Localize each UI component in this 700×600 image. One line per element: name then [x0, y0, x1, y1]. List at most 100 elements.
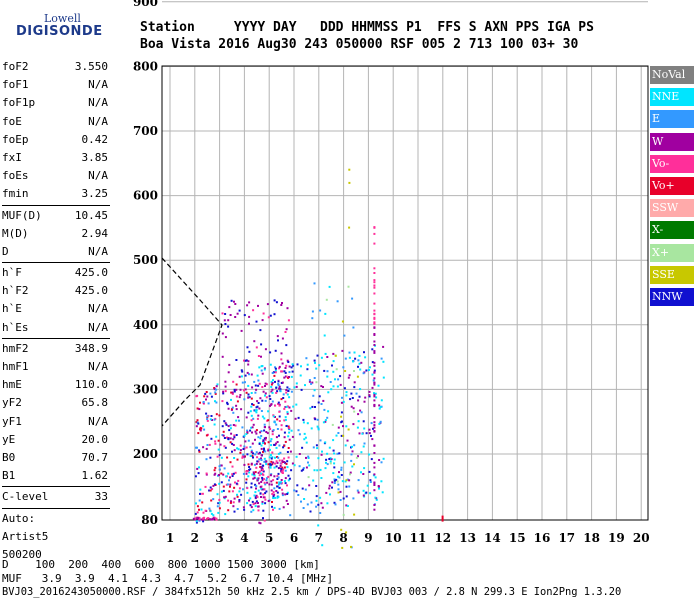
echo-point: [224, 390, 227, 393]
echo-point: [250, 482, 253, 485]
echo-point: [270, 385, 273, 388]
echo-point: [322, 399, 325, 402]
echo-point: [233, 300, 235, 303]
echo-point: [268, 395, 271, 398]
param-name: foF1: [2, 78, 29, 92]
echo-point: [368, 390, 371, 393]
echo-point: [288, 376, 290, 378]
echo-point: [285, 375, 288, 378]
echo-point: [223, 467, 226, 470]
echo-point: [349, 398, 352, 401]
echo-point: [373, 316, 376, 319]
echo-point: [359, 409, 362, 412]
echo-point: [273, 313, 276, 316]
echo-point: [348, 356, 351, 359]
param-name: foEp: [2, 132, 29, 146]
echo-point: [269, 465, 272, 468]
echo-point: [243, 434, 246, 437]
echo-point: [250, 451, 253, 454]
echo-point: [283, 370, 286, 373]
logo-digisonde-text: DIGISONDE: [16, 24, 103, 39]
echo-point: [336, 452, 339, 455]
echo-point: [303, 432, 306, 435]
echo-point: [232, 380, 235, 383]
echo-point: [298, 465, 301, 468]
echo-point: [328, 446, 331, 449]
echo-point: [373, 381, 376, 384]
echo-point: [197, 432, 200, 435]
echo-point: [308, 379, 311, 382]
echo-point: [339, 490, 342, 493]
echo-point: [368, 395, 371, 398]
echo-point: [205, 458, 208, 461]
echo-point: [225, 423, 228, 426]
param-value: 425.0: [74, 266, 108, 280]
x-tick-label: 6: [290, 531, 298, 545]
echo-point: [243, 445, 246, 448]
echo-point: [295, 403, 298, 406]
echo-point: [267, 500, 270, 502]
echo-point: [251, 454, 254, 457]
echo-point: [326, 452, 329, 455]
echo-point: [278, 459, 281, 462]
echo-point: [363, 442, 366, 445]
echo-point: [287, 435, 290, 438]
echo-point: [258, 382, 261, 385]
echo-point: [249, 468, 252, 471]
echo-point: [257, 502, 259, 504]
echo-point: [341, 320, 344, 323]
echo-point: [331, 486, 333, 489]
legend: NoVal NNE E W Vo- Vo+ SSW X- X+ SSE NNW: [650, 66, 694, 310]
echo-point: [255, 320, 258, 323]
echo-point: [226, 436, 228, 439]
echo-point: [275, 481, 278, 484]
echo-point: [301, 487, 304, 490]
echo-point: [304, 436, 307, 439]
echo-point: [297, 416, 300, 419]
echo-point: [289, 514, 292, 517]
echo-point: [216, 493, 219, 496]
footer-muf-row: MUF 3.9 3.9 4.1 4.3 4.7 5.2 6.7 10.4 [MH…: [2, 572, 334, 585]
echo-point: [305, 456, 307, 459]
echo-point: [248, 301, 251, 304]
echo-point: [339, 499, 342, 501]
echo-point: [261, 500, 264, 503]
echo-point: [271, 388, 274, 391]
echo-point: [258, 451, 261, 454]
echo-point: [359, 388, 362, 391]
x-tick-label: 10: [385, 531, 402, 545]
echo-point: [278, 444, 281, 447]
echo-point: [194, 517, 197, 520]
echo-point: [290, 375, 293, 378]
echo-point: [342, 434, 345, 437]
echo-point: [237, 448, 240, 451]
echo-point: [218, 498, 221, 501]
echo-point: [209, 518, 212, 521]
echo-point: [319, 496, 322, 499]
echo-point: [234, 316, 237, 318]
echo-point: [207, 402, 210, 405]
echo-point: [441, 515, 444, 522]
echo-point: [260, 496, 262, 498]
echo-point: [199, 428, 201, 431]
echo-point: [270, 489, 273, 492]
echo-point: [270, 480, 273, 483]
echo-point: [255, 411, 258, 414]
echo-point: [231, 392, 234, 395]
echo-point: [373, 371, 376, 374]
echo-point: [373, 481, 376, 484]
echo-point: [371, 373, 374, 376]
param-row: h`E N/A: [2, 300, 110, 318]
echo-point: [340, 466, 343, 469]
echo-point: [244, 388, 247, 391]
echo-point: [205, 391, 208, 393]
echo-point: [332, 439, 335, 442]
echo-point: [206, 418, 209, 421]
echo-point: [306, 422, 309, 425]
echo-point: [380, 357, 383, 360]
echo-point: [257, 414, 260, 417]
echo-point: [342, 366, 345, 369]
echo-point: [324, 419, 327, 422]
echo-point: [370, 458, 373, 461]
echo-point: [224, 422, 227, 425]
